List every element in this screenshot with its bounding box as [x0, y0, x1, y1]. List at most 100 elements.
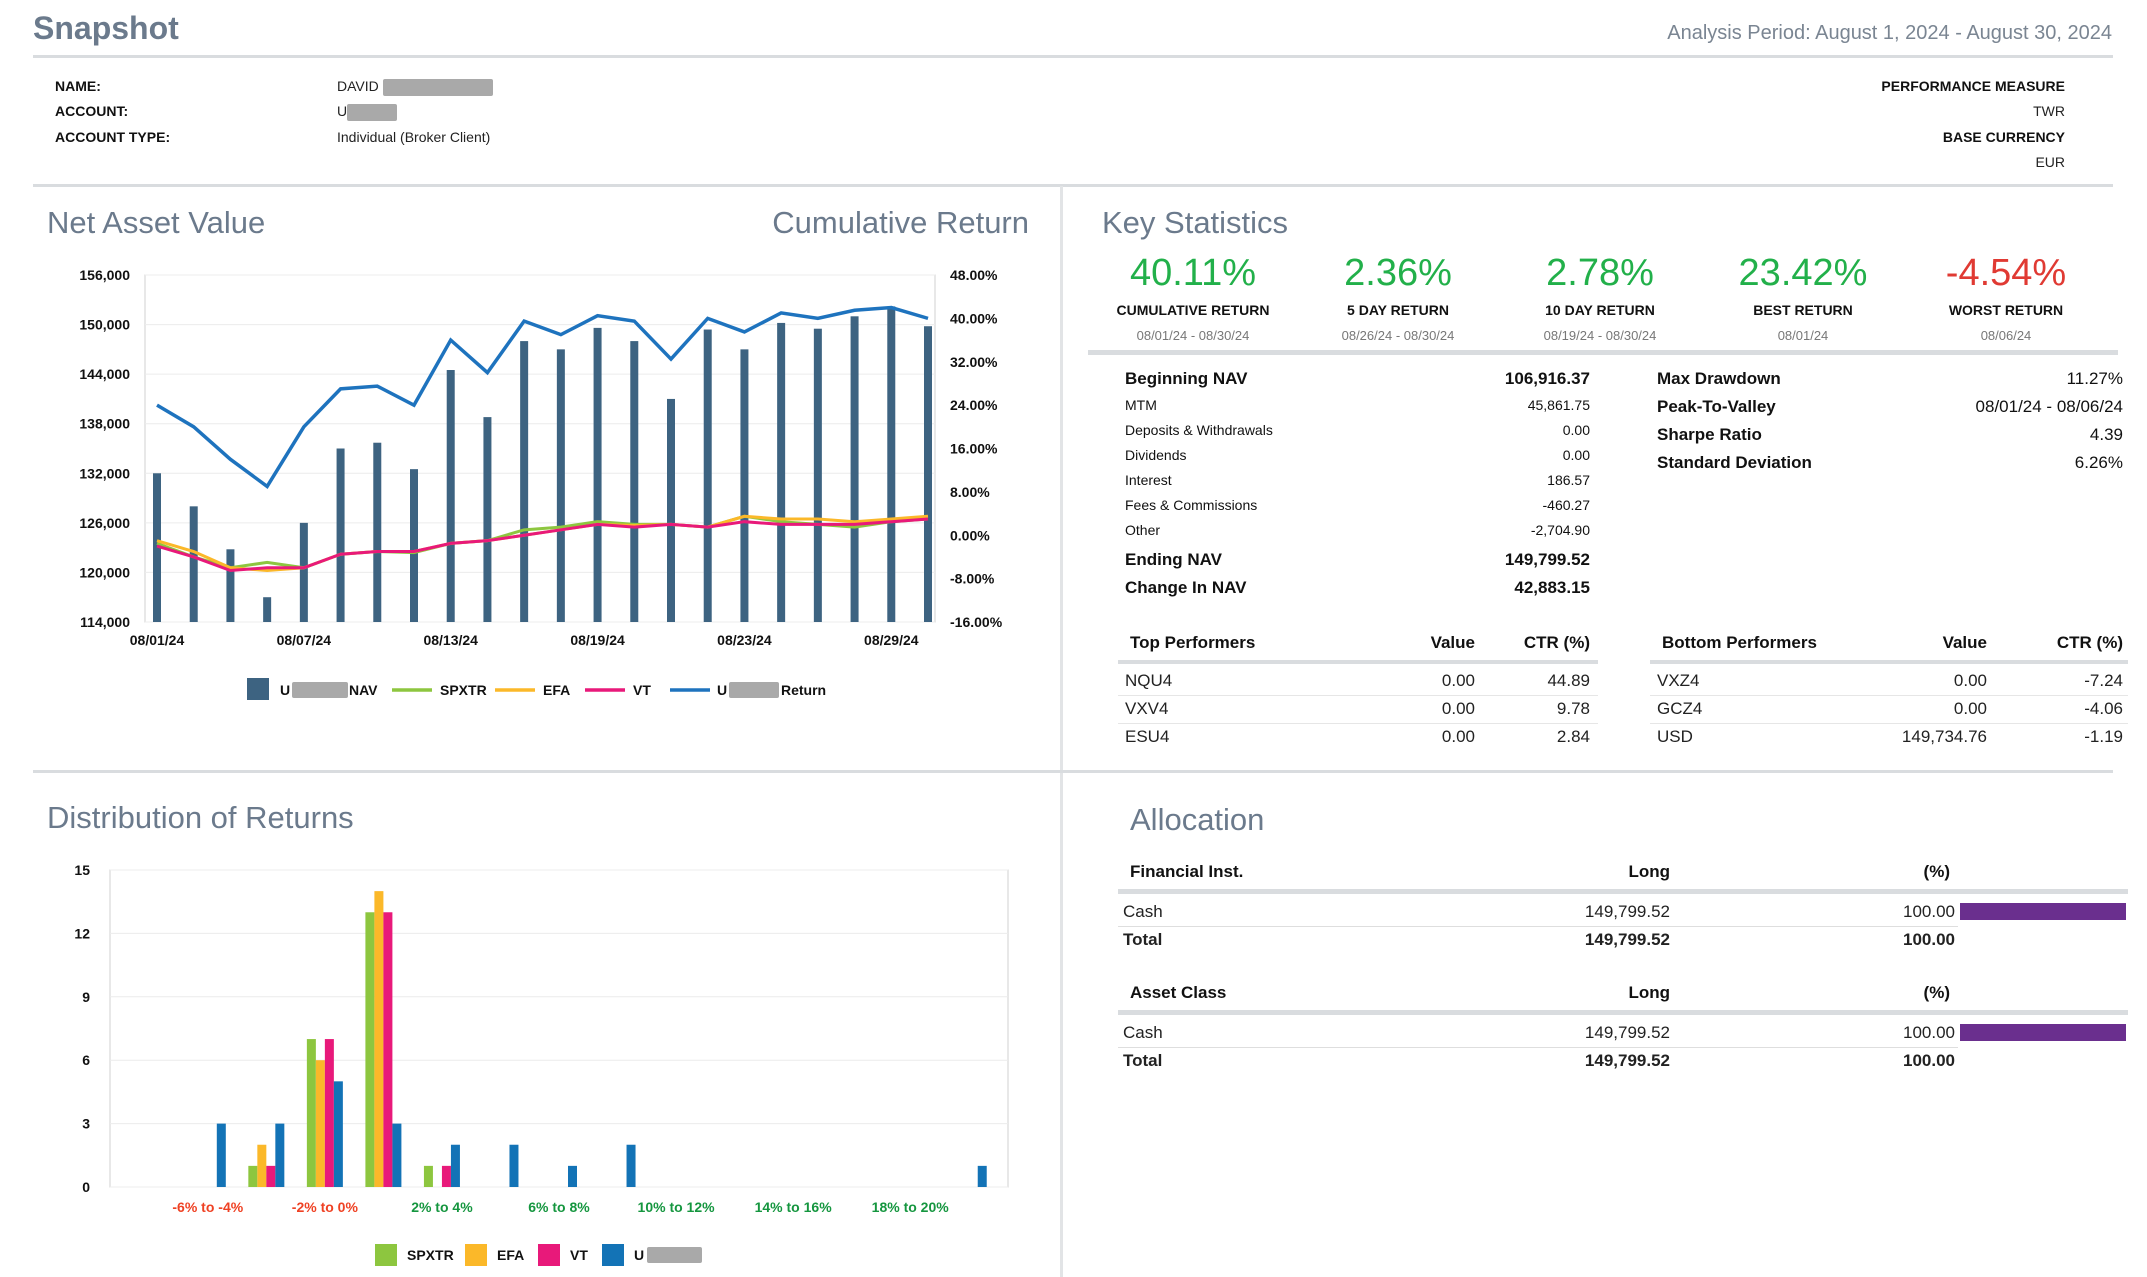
- risk-row-label: Max Drawdown: [1657, 369, 1781, 388]
- nav-bar: [263, 597, 272, 622]
- middle-divider: [33, 770, 2113, 773]
- allocation-row-label: Cash: [1123, 1023, 1163, 1042]
- dist-bar-u: [509, 1144, 519, 1187]
- dist-bar-u: [333, 1081, 343, 1187]
- dist-bar-u: [450, 1144, 460, 1187]
- stat-label-3: BEST RETURN: [1753, 302, 1853, 318]
- account-value: U: [337, 103, 398, 121]
- top-performers-header: Top Performers: [1130, 633, 1256, 652]
- dist-bar-efa: [315, 1060, 325, 1187]
- bottom-row-line: [1650, 695, 2128, 696]
- dist-legend-label-efa: EFA: [497, 1247, 524, 1263]
- nav-row-value: -460.27: [1542, 497, 1590, 513]
- legend-label-spxtr: SPXTR: [440, 682, 487, 698]
- nav-bar: [373, 442, 382, 622]
- nav-row-label: Beginning NAV: [1125, 369, 1248, 388]
- allocation-total-pct: 100.00: [1903, 1051, 1955, 1070]
- key-statistics-title: Key Statistics: [1102, 205, 1289, 240]
- dist-bar-efa: [374, 891, 384, 1187]
- allocation-header-line: [1118, 889, 2128, 894]
- top-row-line: [1118, 695, 1598, 696]
- dist-y-tick: 3: [82, 1116, 90, 1132]
- nav-row-value: 45,861.75: [1527, 397, 1590, 413]
- dist-x-label: 10% to 12%: [638, 1199, 716, 1215]
- dist-y-tick: 12: [74, 925, 90, 941]
- nav-bar: [667, 398, 675, 622]
- nav-left-tick: 132,000: [79, 465, 130, 481]
- legend-redacted-nav: [292, 682, 348, 698]
- allocation-row-label: Cash: [1123, 902, 1163, 921]
- nav-row-value: -2,704.90: [1530, 522, 1590, 538]
- bottom-performer-value: 0.00: [1953, 699, 1987, 718]
- nav-row-value: 42,883.15: [1514, 578, 1590, 597]
- name-label: NAME:: [55, 78, 101, 94]
- account-type-label: ACCOUNT TYPE:: [55, 129, 171, 145]
- redacted-name: [382, 78, 493, 96]
- nav-bar: [556, 349, 565, 622]
- dist-y-tick: 9: [82, 989, 90, 1005]
- bottom-performer-symbol: GCZ4: [1657, 699, 1703, 718]
- stat-value-1: 2.36%: [1344, 252, 1452, 294]
- dist-x-label: -2% to 0%: [292, 1199, 359, 1215]
- nav-row-value: 0.00: [1562, 447, 1590, 463]
- dist-legend-redacted: [647, 1247, 702, 1263]
- nav-left-tick: 156,000: [79, 267, 130, 283]
- nav-x-tick: 08/23/24: [717, 632, 772, 648]
- nav-x-tick: 08/07/24: [277, 632, 332, 648]
- bottom-performer-ctr: -7.24: [2084, 671, 2123, 690]
- dist-legend-label-u: U: [634, 1247, 644, 1263]
- allocation-row-long: 149,799.52: [1584, 1023, 1670, 1042]
- allocation-row-line: [1118, 926, 1958, 927]
- nav-series-line-vt: [156, 517, 929, 573]
- nav-left-tick: 138,000: [79, 416, 130, 432]
- allocation-pct-header: (%): [1923, 983, 1950, 1002]
- center-divider: [1060, 186, 1063, 1277]
- performance-measure-value: TWR: [2033, 103, 2065, 119]
- dist-x-label: 6% to 8%: [528, 1199, 590, 1215]
- dist-y-tick: 0: [82, 1179, 90, 1195]
- top-performer-value: 0.00: [1441, 727, 1475, 746]
- nav-bar: [924, 326, 932, 622]
- stat-date-3: 08/01/24: [1777, 328, 1829, 343]
- dist-bar-u: [392, 1123, 402, 1187]
- bottom-performer-ctr: -4.06: [2084, 699, 2123, 718]
- nav-x-tick: 08/13/24: [423, 632, 478, 648]
- nav-row-label: MTM: [1125, 397, 1157, 413]
- legend-label-return-prefix: U: [717, 682, 727, 698]
- nav-bar: [593, 327, 602, 622]
- nav-bar: [299, 522, 308, 622]
- top-performer-ctr: 44.89: [1547, 671, 1590, 690]
- risk-row-value: 4.39: [2089, 425, 2123, 444]
- nav-row-label: Dividends: [1125, 447, 1187, 463]
- bottom-performer-value: 149,734.76: [1901, 727, 1987, 746]
- stat-value-4: -4.54%: [1945, 252, 2067, 294]
- dist-bar-spxtr: [423, 1165, 433, 1187]
- nav-bar: [887, 306, 896, 622]
- stat-label-1: 5 DAY RETURN: [1347, 302, 1449, 318]
- nav-row-value: 106,916.37: [1504, 369, 1590, 388]
- performance-measure-label: PERFORMANCE MEASURE: [1881, 78, 2065, 94]
- allocation-row-line: [1118, 1047, 1958, 1048]
- account-divider: [33, 184, 2113, 187]
- dist-x-label: -6% to -4%: [172, 1199, 243, 1215]
- risk-row-value: 11.27%: [2066, 369, 2123, 388]
- dist-bar-vt: [324, 1039, 334, 1187]
- dist-legend-label-spxtr: SPXTR: [407, 1247, 454, 1263]
- nav-right-tick: -16.00%: [950, 614, 1003, 630]
- dist-bar-u: [216, 1123, 226, 1187]
- nav-title: Net Asset Value: [47, 205, 266, 240]
- bottom-row-line: [1650, 723, 2128, 724]
- nav-x-tick: 08/19/24: [570, 632, 625, 648]
- dist-bar-u: [275, 1123, 285, 1187]
- nav-right-tick: 16.00%: [950, 441, 998, 457]
- legend-swatch-nav: [247, 678, 269, 700]
- stat-label-0: CUMULATIVE RETURN: [1116, 302, 1270, 318]
- dist-bar-spxtr: [248, 1165, 258, 1187]
- legend-label-nav: NAV: [349, 682, 378, 698]
- dist-y-tick: 6: [82, 1052, 90, 1068]
- allocation-total-long: 149,799.52: [1584, 1051, 1670, 1070]
- nav-legend: U NAV SPXTR EFA VT U Return: [247, 678, 826, 700]
- stat-value-2: 2.78%: [1546, 252, 1654, 294]
- nav-bar: [850, 316, 859, 622]
- allocation-row-pct: 100.00: [1903, 1023, 1955, 1042]
